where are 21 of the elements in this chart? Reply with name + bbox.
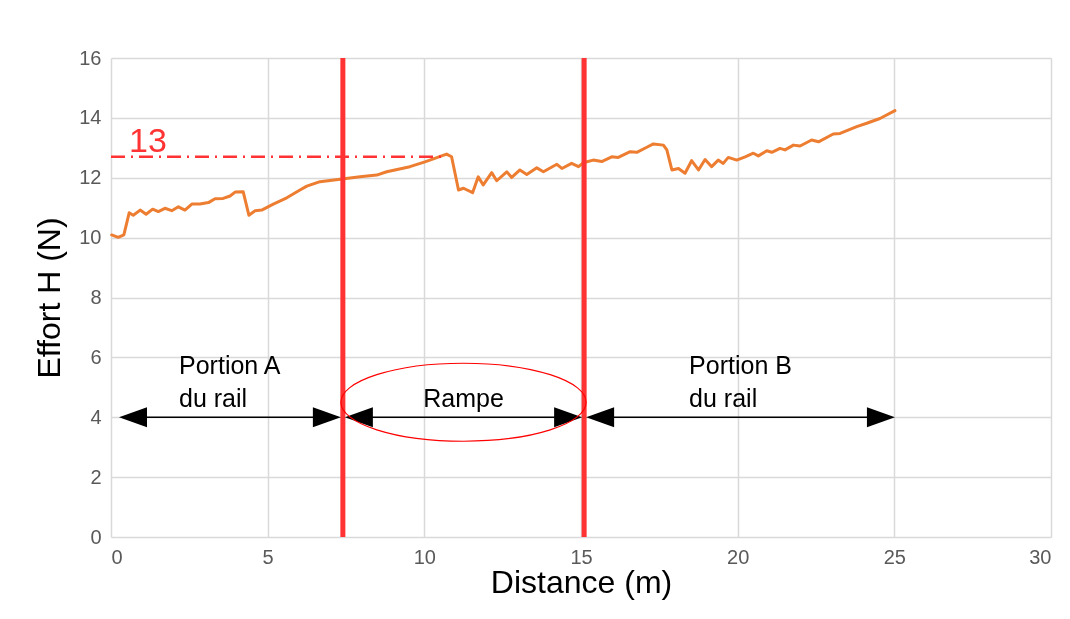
x-tick-label: 0 (111, 545, 123, 568)
y-axis-title: Effort H (N) (31, 217, 68, 379)
y-tick-label: 2 (90, 465, 102, 488)
y-tick-label: 8 (90, 286, 102, 308)
x-tick-label: 25 (883, 545, 906, 568)
y-tick-label: 12 (79, 166, 102, 189)
annotation: Portion A du rail (179, 351, 281, 413)
x-tick-label: 30 (1029, 545, 1052, 568)
y-tick-label: 14 (79, 106, 102, 129)
x-tick-label: 20 (727, 545, 750, 568)
x-tick-label: 10 (413, 545, 436, 568)
y-tick-label: 6 (90, 345, 102, 368)
annotation: Rampe (423, 384, 504, 413)
y-tick-label: 4 (90, 405, 102, 428)
line-series (110, 109, 897, 239)
y-tick-label: 10 (79, 226, 102, 249)
y-tick-label: 0 (90, 525, 102, 548)
ref-line-label: 13 (129, 120, 167, 159)
annotation: Portion B du rail (689, 351, 792, 413)
x-tick-label: 5 (262, 545, 274, 568)
y-tick-label: 16 (79, 46, 102, 69)
